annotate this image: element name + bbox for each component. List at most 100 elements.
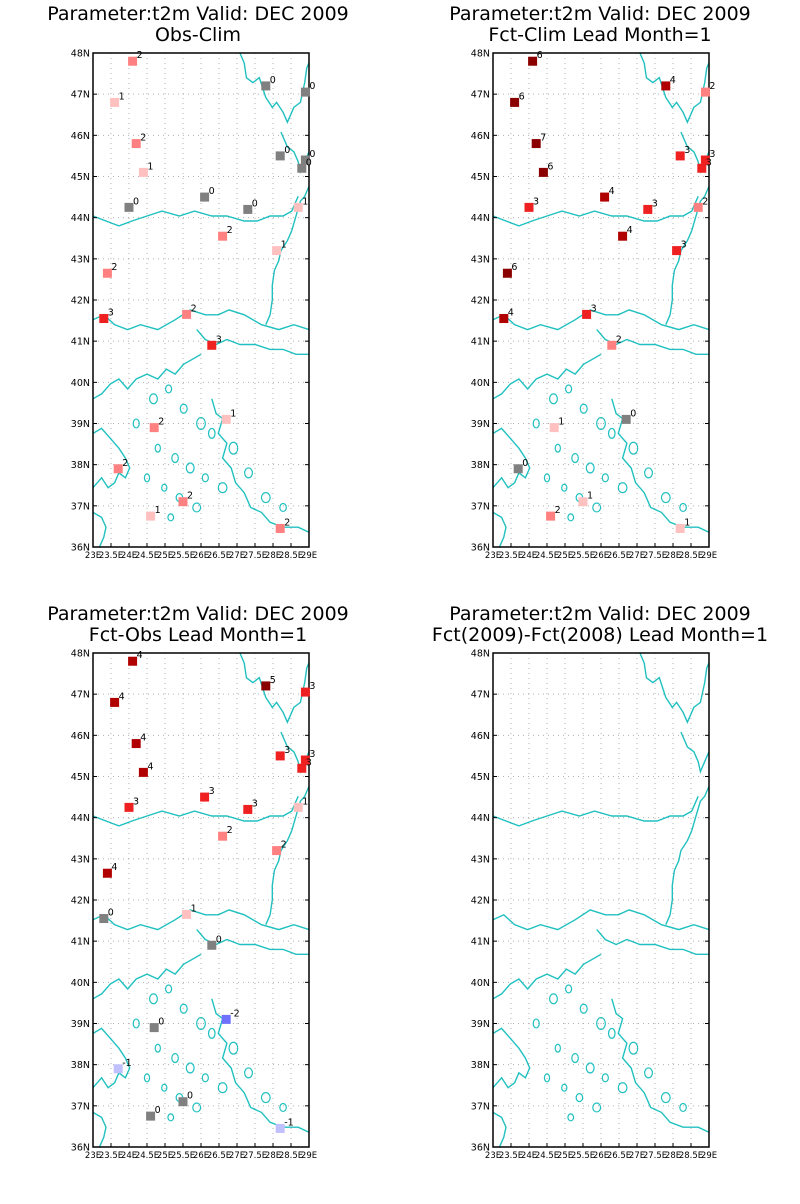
station-marker <box>297 163 307 173</box>
station-marker <box>546 511 556 521</box>
lat-tick-label: 46N <box>471 131 490 142</box>
station-marker <box>275 151 285 161</box>
lat-tick-label: 39N <box>71 419 90 430</box>
lat-tick-label: 46N <box>71 131 90 142</box>
station-value-label: 0 <box>309 149 315 160</box>
island <box>179 1003 188 1014</box>
station-marker <box>528 56 538 66</box>
map-panel: Parameter:t2m Valid: DEC 2009Fct(2009)-F… <box>432 603 768 1161</box>
station-value-label: 2 <box>158 417 164 428</box>
lat-tick-label: 43N <box>71 254 90 265</box>
station-value-label: 2 <box>137 50 143 61</box>
station-value-label: 3 <box>284 745 290 756</box>
island <box>228 1041 239 1055</box>
station-value-label: 0 <box>522 458 528 469</box>
lat-tick-label: 40N <box>71 378 90 389</box>
station-marker <box>513 464 523 474</box>
island <box>217 482 228 494</box>
station-marker <box>700 87 710 97</box>
station-marker <box>138 767 148 777</box>
lat-tick-label: 37N <box>471 501 490 512</box>
island <box>161 483 168 492</box>
lat-tick-label: 47N <box>471 90 490 101</box>
lon-tick-label: 28.5E <box>279 1151 303 1161</box>
station-marker <box>672 246 682 256</box>
station-value-label: 0 <box>252 198 258 209</box>
station-value-label: 4 <box>609 186 615 197</box>
island <box>564 384 573 394</box>
lat-tick-label: 45N <box>71 172 90 183</box>
coastline <box>680 731 710 774</box>
station-value-label: 2 <box>191 303 197 314</box>
coastline <box>92 796 299 827</box>
lon-tick-label: 24E <box>521 1151 537 1161</box>
lat-tick-label: 48N <box>71 49 90 60</box>
lon-tick-label: 24E <box>121 551 137 561</box>
station-marker <box>275 1123 285 1133</box>
lon-tick-label: 26E <box>593 551 609 561</box>
island <box>171 1053 179 1064</box>
coastline <box>492 353 602 400</box>
lat-tick-label: 44N <box>471 213 490 224</box>
coastline <box>492 909 710 931</box>
station-value-label: 3 <box>684 145 690 156</box>
station-value-label: 4 <box>111 862 117 873</box>
station-value-label: 2 <box>702 196 708 207</box>
station-marker <box>124 802 134 812</box>
island <box>244 1067 254 1079</box>
station-marker <box>675 523 685 533</box>
island <box>644 467 654 479</box>
map-frame <box>492 52 710 548</box>
coastlines <box>92 52 310 548</box>
station-value-label: 0 <box>158 1017 164 1028</box>
grid-lines <box>493 653 709 1147</box>
station-marker <box>300 155 310 165</box>
coastline <box>665 786 710 925</box>
island <box>179 403 188 414</box>
lat-tick-label: 45N <box>471 172 490 183</box>
panel-subtitle: Fct-Obs Lead Month=1 <box>89 624 307 646</box>
station-marker <box>261 681 271 691</box>
station-value-label: -1 <box>122 1058 131 1069</box>
coastline <box>92 511 107 548</box>
station-marker <box>607 340 617 350</box>
lat-tick-label: 44N <box>71 213 90 224</box>
station-marker <box>178 497 188 507</box>
station-marker <box>138 167 148 177</box>
station-value-label: 5 <box>270 675 276 686</box>
coastline <box>639 52 710 124</box>
lon-tick-label: 25E <box>557 1151 573 1161</box>
island <box>567 1113 575 1122</box>
station-marker <box>200 792 210 802</box>
station-value-label: 0 <box>284 145 290 156</box>
station-value-label: 0 <box>155 1105 161 1116</box>
lat-tick-label: 42N <box>471 896 490 907</box>
station-value-label: 4 <box>140 733 146 744</box>
station-value-label: 1 <box>230 408 236 419</box>
island <box>579 1003 588 1014</box>
lon-tick-label: 24E <box>521 551 537 561</box>
lon-tick-label: 24.5E <box>535 551 559 561</box>
station-value-label: 1 <box>587 491 593 502</box>
lon-tick-label: 23E <box>85 1151 101 1161</box>
lat-tick-label: 40N <box>471 378 490 389</box>
lat-tick-label: 46N <box>471 731 490 742</box>
lat-tick-label: 40N <box>471 978 490 989</box>
station-value-label: 0 <box>270 75 276 86</box>
station-marker <box>618 231 628 241</box>
station-value-label: 0 <box>309 81 315 92</box>
station-marker <box>99 914 109 924</box>
lon-tick-label: 23E <box>485 1151 501 1161</box>
station-marker <box>178 1097 188 1107</box>
station-marker <box>182 909 192 919</box>
station-value-label: 3 <box>216 334 222 345</box>
island <box>196 416 206 431</box>
station-value-label: 2 <box>140 133 146 144</box>
lat-tick-label: 47N <box>471 690 490 701</box>
station-marker <box>697 163 707 173</box>
station-value-label: 1 <box>147 161 153 172</box>
station-value-label: 2 <box>122 458 128 469</box>
grid-lines <box>93 53 309 547</box>
lon-tick-label: 26E <box>193 1151 209 1161</box>
